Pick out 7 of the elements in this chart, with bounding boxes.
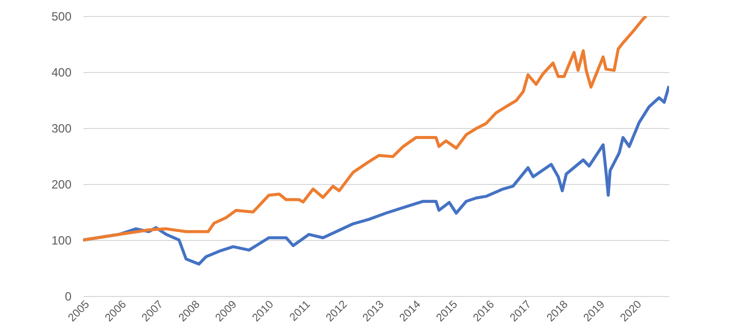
y-tick-label: 0: [64, 290, 72, 304]
y-tick-label: 500: [51, 10, 72, 24]
y-tick-label: 200: [51, 178, 72, 192]
line-series: [83, 16, 648, 242]
y-tick-label: 400: [51, 66, 72, 80]
y-tick-label: 300: [51, 122, 72, 136]
y-tick-label: 100: [51, 234, 72, 248]
